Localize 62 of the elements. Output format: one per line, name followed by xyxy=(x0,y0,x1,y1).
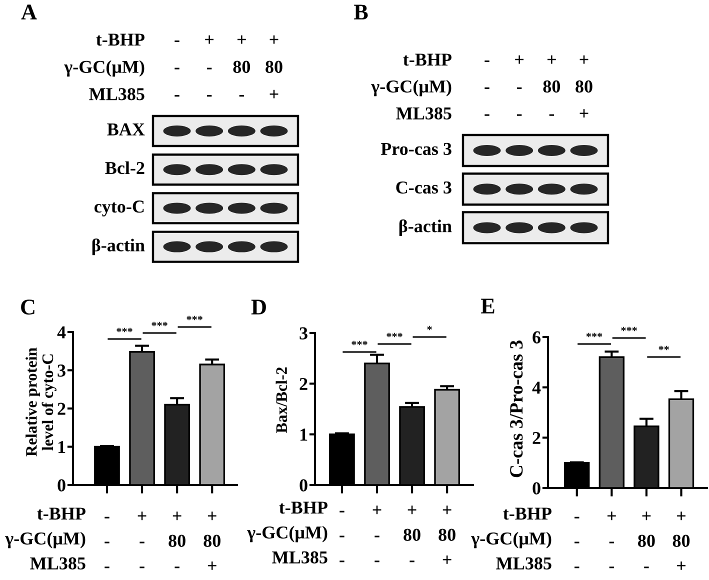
category-label: + 80 + xyxy=(266,35,282,98)
text: t-BHP γ-GC(μM) ML385 xyxy=(371,54,452,120)
y-tick-label: 0 xyxy=(300,479,308,492)
text: B xyxy=(354,4,368,20)
text: Bcl-2 xyxy=(105,161,144,174)
text: cyto-C xyxy=(94,200,144,216)
category-label: - - - xyxy=(104,516,110,568)
x-axis-title: t-BHP γ-GC(μM) ML385 xyxy=(247,502,328,564)
y-tick-label: 1 xyxy=(58,441,66,454)
category-label: - - - xyxy=(484,60,490,116)
y-tick-label: 4 xyxy=(57,326,66,338)
category-label: + 80 - xyxy=(543,55,560,116)
category-label: - - - xyxy=(340,510,344,562)
y-tick-label: 2 xyxy=(300,378,308,390)
y-axis-title: C-cas 3/Pro-cas 3 xyxy=(510,340,523,478)
chart-title: D xyxy=(251,300,266,314)
x-tick-label: + 80 - xyxy=(168,512,186,568)
annotation: *** xyxy=(586,332,602,338)
category-label: + 80 - xyxy=(233,35,250,97)
y-tick-label: 2 xyxy=(58,402,66,415)
chart-title: C xyxy=(21,300,34,315)
category-label: + - - xyxy=(205,35,214,97)
category-label: + - - xyxy=(138,512,146,568)
y-tick-label: 0 xyxy=(58,479,66,492)
category-label: + 80 + xyxy=(576,55,592,118)
y-tick-label: 4 xyxy=(532,382,541,394)
text: *** xyxy=(186,316,202,320)
y-tick-label: 0 xyxy=(532,482,540,494)
annotation: *** xyxy=(116,328,132,332)
x-tick-label: + 80 - xyxy=(638,512,655,568)
y-tick-label: 1 xyxy=(300,428,308,441)
y-axis-title: Bax/Bcl-2 xyxy=(276,367,287,434)
x-tick-label: + 80 - xyxy=(404,506,420,562)
text: β-actin xyxy=(92,238,145,256)
annotation: *** xyxy=(386,332,402,338)
annotation: ** xyxy=(658,346,669,350)
y-tick-label: 6 xyxy=(532,331,541,344)
category-label: + - - xyxy=(372,506,382,562)
text: β-actin xyxy=(399,219,452,236)
text: *** xyxy=(621,326,637,332)
category-label: - - - xyxy=(574,516,580,568)
category-label: + - - xyxy=(515,55,524,116)
category-label: - - - xyxy=(174,40,180,97)
text: *** xyxy=(152,322,168,326)
annotation: *** xyxy=(352,340,368,346)
y-tick-label: 3 xyxy=(300,327,308,340)
text: C-cas 3 xyxy=(396,181,452,194)
x-tick-label: + 80 + xyxy=(672,512,690,570)
x-axis-title: t-BHP γ-GC(μM) ML385 xyxy=(5,508,86,570)
y-axis-title: Relative protein level of cyto-C xyxy=(26,348,56,456)
text: t-BHP γ-GC(μM) ML385 xyxy=(64,34,144,100)
x-tick-label: + 80 + xyxy=(438,506,456,564)
text: Pro-cas 3 xyxy=(380,142,452,156)
category-label: + - - xyxy=(607,512,616,568)
y-tick-label: 2 xyxy=(532,432,540,444)
y-tick-label: 3 xyxy=(58,364,66,377)
text: BAX xyxy=(107,123,145,136)
text: A xyxy=(21,4,37,20)
x-axis-title: t-BHP γ-GC(μM) ML385 xyxy=(471,508,552,570)
chart-title: E xyxy=(480,298,494,314)
x-tick-label: + 80 + xyxy=(204,512,220,570)
text: * xyxy=(427,326,432,330)
